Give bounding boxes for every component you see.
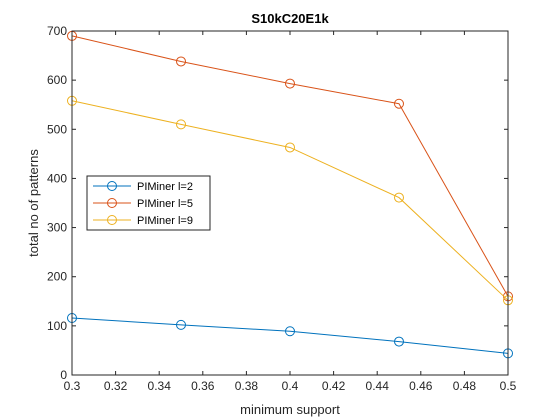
x-tick-label: 0.3: [64, 379, 81, 393]
x-tick-label: 0.4: [282, 379, 299, 393]
y-tick-label: 200: [47, 270, 67, 284]
data-point: [285, 78, 295, 89]
legend-label: PIMiner l=5: [137, 198, 193, 210]
y-tick-label: 700: [47, 24, 67, 38]
x-tick-label: 0.38: [235, 379, 259, 393]
x-tick-label: 0.42: [322, 379, 346, 393]
x-tick-label: 0.5: [500, 379, 517, 393]
legend-entry: PIMiner l=9: [93, 215, 193, 227]
y-tick-label: 400: [47, 171, 67, 185]
series-layer: [67, 30, 513, 359]
legend-label: PIMiner l=9: [137, 215, 193, 227]
series-line: [71, 100, 509, 301]
data-point: [176, 119, 186, 130]
y-tick-label: 600: [47, 73, 67, 87]
legend-entry: PIMiner l=5: [93, 198, 193, 210]
plot-frame: [71, 30, 509, 376]
data-point: [394, 98, 404, 109]
axis-ticks: 0.3 0.32 0.34 0.36 0.38 0.4 0.42 0.44 0.46 0.48 0.…: [47, 24, 517, 393]
data-point: [176, 56, 186, 67]
legend-marker: [107, 198, 117, 208]
x-tick-label: 0.46: [409, 379, 433, 393]
legend-entry: PIMiner l=2: [93, 181, 193, 193]
legend-label: PIMiner l=2: [137, 181, 193, 193]
x-tick-label: 0.48: [453, 379, 477, 393]
y-tick-label: 300: [47, 221, 67, 235]
y-tick-label: 0: [60, 368, 67, 382]
data-point: [176, 319, 186, 330]
y-axis-label: total no of patterns: [26, 149, 41, 257]
x-tick-label: 0.32: [104, 379, 128, 393]
y-tick-label: 500: [47, 122, 67, 136]
data-point: [285, 326, 295, 337]
data-point: [394, 336, 404, 347]
data-point: [285, 142, 295, 153]
x-tick-label: 0.44: [366, 379, 390, 393]
data-point: [394, 192, 404, 203]
x-tick-label: 0.36: [191, 379, 215, 393]
x-axis-label: minimum support: [240, 402, 340, 417]
x-tick-label: 0.34: [148, 379, 172, 393]
chart-title: S10kC20E1k: [251, 11, 329, 26]
y-tick-label: 100: [47, 319, 67, 333]
legend: PIMiner l=2 PIMiner l=5 PIMiner l=9: [86, 175, 211, 231]
series-line: [71, 317, 509, 354]
legend-marker: [107, 181, 117, 191]
legend-marker: [107, 215, 117, 225]
series-line: [71, 35, 509, 297]
